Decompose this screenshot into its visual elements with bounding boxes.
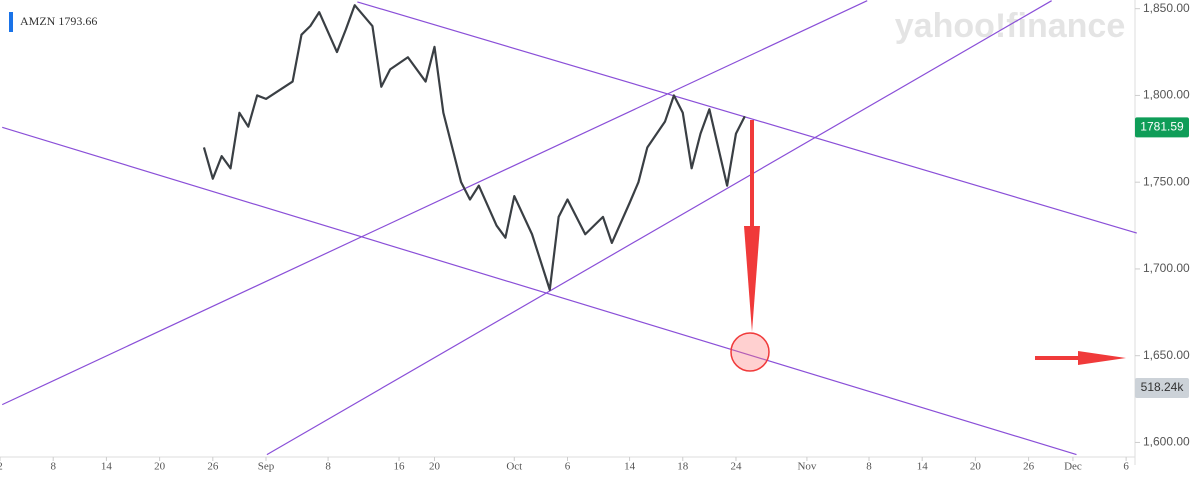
y-tick-label: 1,600.00 (1143, 435, 1190, 449)
x-tick-label: 26 (1023, 461, 1035, 473)
watermark: yahoo!finance (895, 7, 1125, 45)
arrow-head (1078, 351, 1126, 365)
trendline (357, 1, 1137, 234)
y-tick-label: 1,750.00 (1143, 174, 1190, 188)
target-circle (730, 332, 770, 372)
plot: 1,600.00 1,650.00 1,700.00 1,750.00 1,800.00… (0, 0, 1190, 473)
x-tick-label: 20 (429, 461, 441, 473)
x-tick-label: 2 (0, 461, 3, 473)
trendline (2, 126, 1077, 456)
x-tick-label: 20 (970, 461, 982, 473)
x-tick-label: 24 (730, 461, 742, 473)
y-tick-label: 1,650.00 (1143, 348, 1190, 362)
volume-label: 518.24k (1141, 380, 1185, 394)
legend: AMZN 1793.66 (20, 14, 97, 28)
legend-value: 1793.66 (58, 14, 97, 28)
x-tick-label: Nov (797, 461, 816, 473)
x-tick-label: 8 (866, 461, 872, 473)
x-tick-label: Oct (506, 461, 522, 473)
y-tick-label: 1,700.00 (1143, 261, 1190, 275)
x-tick-label: 6 (1123, 461, 1129, 473)
trendline (1, 0, 868, 406)
x-tick-label: 18 (677, 461, 689, 473)
last-price-badge (1135, 117, 1189, 138)
price-line (202, 4, 746, 291)
x-tick-label: Sep (258, 461, 275, 473)
x-tick-label: 20 (154, 461, 166, 473)
x-tick-label: 14 (624, 461, 636, 473)
x-tick-label: Dec (1064, 461, 1082, 473)
x-tick-label: 14 (917, 461, 929, 473)
x-tick-label: 16 (394, 461, 406, 473)
x-tick-label: 14 (101, 461, 113, 473)
legend-name: AMZN (20, 14, 56, 28)
x-tick-label: 8 (325, 461, 331, 473)
last-price-label: 1781.59 (1140, 120, 1184, 134)
legend-swatch (9, 12, 13, 32)
y-tick-label: 1,800.00 (1143, 88, 1190, 102)
volume-badge (1135, 378, 1189, 398)
arrow-head (744, 226, 760, 332)
x-tick-label: 6 (565, 461, 571, 473)
x-tick-label: 8 (50, 461, 56, 473)
trendline (266, 0, 1052, 456)
x-tick-label: 26 (207, 461, 219, 473)
y-tick-label: 1,850.00 (1143, 1, 1190, 15)
